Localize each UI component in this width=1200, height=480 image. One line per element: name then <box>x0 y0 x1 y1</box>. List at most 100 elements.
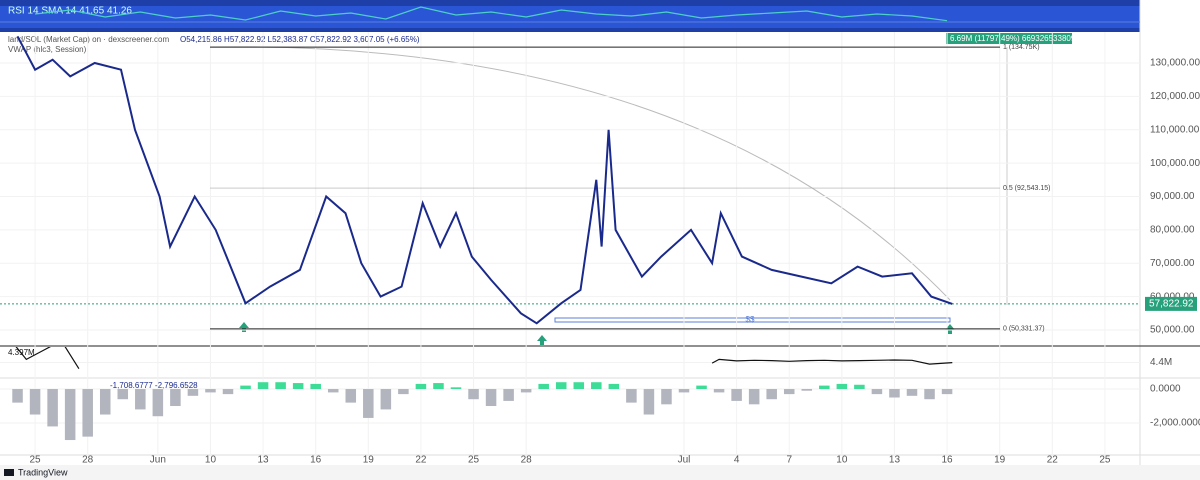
y-tick-label: 110,000.00 <box>1150 124 1200 135</box>
x-tick-label: 10 <box>205 455 217 466</box>
series-line <box>16 35 953 325</box>
series-line <box>15 347 953 370</box>
histogram-bar <box>135 389 146 410</box>
histogram-bar <box>292 383 304 390</box>
histogram-bar <box>363 389 374 418</box>
y-tick-label: 100,000.00 <box>1150 158 1200 169</box>
histogram-bar <box>678 389 690 393</box>
histogram-bar <box>748 389 760 405</box>
histogram-bar <box>819 385 830 390</box>
x-tick-label: 4 <box>734 455 740 466</box>
histogram-bar <box>275 382 286 390</box>
histogram-bar <box>170 389 181 407</box>
histogram-bar <box>731 389 742 401</box>
x-tick-label: 28 <box>521 455 533 466</box>
histogram-bar <box>924 389 935 400</box>
histogram-bar <box>871 389 883 395</box>
histogram-bar <box>12 389 23 403</box>
y-tick-label: 50,000.00 <box>1150 325 1195 336</box>
histogram-bar <box>99 389 111 415</box>
x-tick-label: 16 <box>942 455 954 466</box>
x-tick-label: 7 <box>786 455 792 466</box>
histogram-bar <box>520 389 532 393</box>
histogram-bar <box>327 389 339 393</box>
histogram-bar <box>64 389 76 441</box>
footer-text: TradingView <box>18 467 68 477</box>
histogram-bar <box>854 384 865 390</box>
x-tick-label: 22 <box>1047 455 1059 466</box>
x-tick-label: 22 <box>415 455 427 466</box>
fib-label: 1 (134.75K) <box>1003 44 1040 51</box>
histogram-bar <box>222 389 234 395</box>
histogram-bar <box>398 389 409 395</box>
x-tick-label: 25 <box>468 455 480 466</box>
histogram-bar <box>468 389 479 400</box>
y-tick-label: 70,000.00 <box>1150 258 1195 269</box>
macd-legend: -1,708.6777 -2,796.6528 <box>110 381 198 390</box>
fib-label: 0.5 (92,543.15) <box>1003 185 1050 192</box>
histogram-bar <box>345 389 357 403</box>
y-tick-label: 130,000.00 <box>1150 58 1200 69</box>
histogram-bar <box>555 382 567 390</box>
chart-title: land/SOL (Market Cap) on · dexscreener.c… <box>8 35 169 44</box>
vwap-label: VWAP (hlc3, Session) <box>8 45 87 54</box>
y-tick-label: 0.0000 <box>1150 384 1181 395</box>
histogram-bar <box>573 382 585 390</box>
y-tick-label: -2,000.0000 <box>1150 418 1200 429</box>
range-box <box>554 317 951 323</box>
last-price-badge <box>1145 296 1197 311</box>
x-tick-label: 13 <box>889 455 901 466</box>
last-price-label: 57,822.92 <box>1149 299 1194 310</box>
histogram-bar <box>713 389 725 393</box>
badge: 6.69M (11797.49%) 669326533809004 <box>950 34 1089 43</box>
histogram-bar <box>836 383 848 390</box>
histogram-bar <box>906 389 918 396</box>
histogram-bar <box>783 389 795 395</box>
histogram-bar <box>240 385 251 390</box>
histogram-bar <box>538 383 549 390</box>
histogram-bar <box>117 389 129 400</box>
histogram-bar <box>205 389 216 393</box>
histogram-bar <box>626 389 637 403</box>
x-tick-label: Jun <box>150 455 166 466</box>
histogram-bar <box>766 389 777 400</box>
signal-arrows <box>239 322 955 345</box>
x-tick-label: 13 <box>258 455 270 466</box>
series-line <box>35 6 948 22</box>
x-tick-label: Jul <box>678 455 691 466</box>
x-tick-label: 25 <box>1099 455 1111 466</box>
histogram-bar <box>941 389 953 395</box>
histogram-bar <box>696 385 707 390</box>
histogram-bar <box>310 383 321 390</box>
logo <box>4 469 14 476</box>
rsi-legend: RSI 14 SMA 14 41.65 41.26 <box>8 6 132 17</box>
y-tick-label: 4.4M <box>1150 357 1172 368</box>
fib-label: 0 (50,331.37) <box>1003 326 1045 333</box>
histogram-bar <box>47 389 58 427</box>
y-tick-label: 40.00 <box>1150 17 1175 28</box>
histogram-bar <box>29 389 41 415</box>
histogram-bar <box>661 389 672 405</box>
x-tick-label: 19 <box>994 455 1006 466</box>
x-tick-label: 10 <box>836 455 848 466</box>
range-label: $$ <box>746 315 755 324</box>
histogram-bar <box>257 382 269 390</box>
histogram-bar <box>415 383 427 390</box>
x-tick-label: 19 <box>363 455 375 466</box>
histogram-bar <box>801 389 813 391</box>
histogram-bar <box>152 389 164 417</box>
histogram-bar <box>187 389 199 396</box>
histogram-bar <box>82 389 93 437</box>
y-tick-label: 120,000.00 <box>1150 91 1200 102</box>
histogram-bar <box>608 383 620 390</box>
badge-bg <box>946 33 1072 44</box>
x-tick-label: 28 <box>82 455 94 466</box>
y-tick-label: 90,000.00 <box>1150 191 1195 202</box>
ohlc: O54,215.86 H57,822.92 L52,383.87 C57,822… <box>180 35 420 44</box>
x-tick-label: 25 <box>30 455 42 466</box>
histogram-bar <box>433 383 444 390</box>
histogram-bar <box>380 389 392 410</box>
histogram-bar <box>450 387 462 390</box>
histogram-bar <box>643 389 655 415</box>
